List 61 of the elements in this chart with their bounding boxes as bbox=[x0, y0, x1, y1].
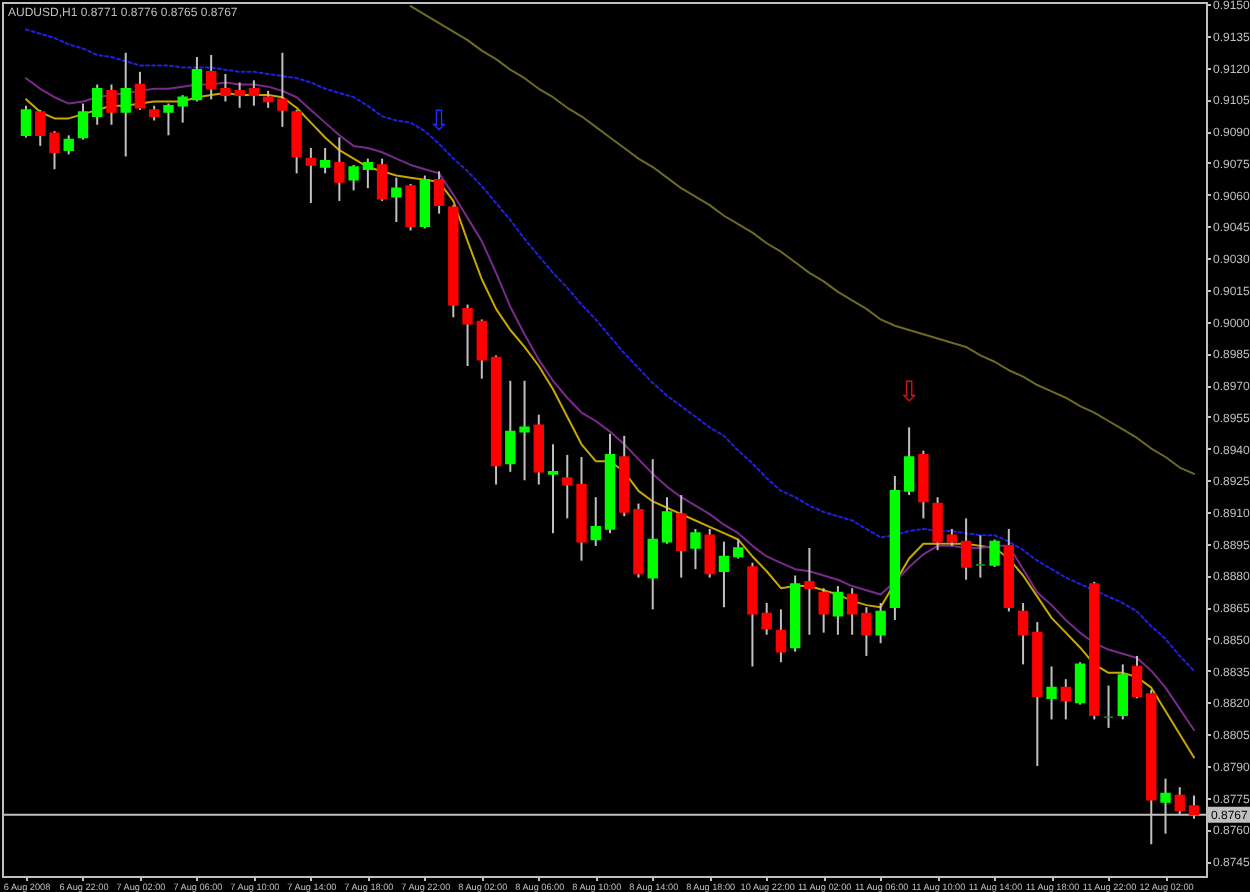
candlestick bbox=[362, 157, 374, 190]
candlestick bbox=[832, 585, 844, 636]
candlestick bbox=[106, 83, 117, 126]
candlestick bbox=[376, 157, 388, 202]
candlestick bbox=[319, 147, 331, 175]
candlestick bbox=[1131, 654, 1143, 700]
annotation: ⇩ bbox=[427, 106, 451, 138]
candlestick bbox=[348, 163, 359, 192]
candlestick bbox=[590, 496, 601, 547]
candlestick bbox=[861, 606, 872, 657]
line-series bbox=[409, 5, 1195, 475]
candlestick bbox=[248, 79, 260, 107]
candlestick bbox=[63, 134, 74, 156]
candlestick bbox=[918, 449, 929, 520]
candlestick bbox=[1046, 665, 1057, 721]
candlestick bbox=[818, 587, 829, 634]
candlestick bbox=[1017, 602, 1029, 666]
candlestick bbox=[291, 108, 302, 175]
candlestick bbox=[932, 496, 943, 552]
candlestick bbox=[562, 453, 573, 520]
candlestick bbox=[1117, 663, 1128, 721]
line-series bbox=[25, 28, 1195, 672]
candlestick bbox=[120, 51, 131, 158]
candlestick bbox=[718, 540, 730, 609]
candlestick bbox=[690, 527, 701, 571]
candlestick bbox=[676, 494, 687, 579]
candlestick bbox=[277, 51, 288, 128]
candlestick bbox=[334, 136, 345, 202]
candlestick bbox=[960, 517, 972, 581]
candlestick bbox=[92, 83, 103, 126]
candlestick bbox=[49, 130, 60, 171]
candlestick bbox=[391, 176, 402, 224]
candlestick bbox=[205, 53, 217, 101]
candlestick bbox=[519, 379, 530, 482]
candlestick bbox=[989, 538, 1000, 569]
candlestick bbox=[1074, 661, 1086, 706]
candlestick bbox=[533, 413, 544, 486]
candlestick bbox=[462, 303, 473, 367]
candlestick bbox=[804, 546, 815, 636]
candlestick bbox=[547, 443, 559, 535]
candlestick bbox=[846, 587, 858, 636]
candlestick bbox=[191, 56, 203, 103]
candlestick bbox=[419, 174, 431, 230]
candlestick bbox=[661, 496, 673, 545]
candlestick bbox=[505, 379, 516, 473]
candlestick bbox=[775, 608, 787, 664]
annotation: ⇩ bbox=[897, 377, 921, 409]
candlestick bbox=[35, 108, 46, 147]
candlestick bbox=[20, 104, 32, 139]
candlestick bbox=[733, 538, 744, 560]
candlestick bbox=[134, 70, 146, 111]
candlestick bbox=[704, 527, 715, 579]
candlestick bbox=[903, 426, 915, 497]
candlestick bbox=[647, 458, 658, 611]
candlestick bbox=[305, 147, 317, 205]
candlestick bbox=[1060, 678, 1071, 721]
candlestick bbox=[476, 318, 487, 380]
candlestick bbox=[77, 102, 89, 141]
candlestick bbox=[875, 602, 886, 645]
candlestick bbox=[433, 170, 445, 215]
candlestick bbox=[405, 183, 416, 232]
